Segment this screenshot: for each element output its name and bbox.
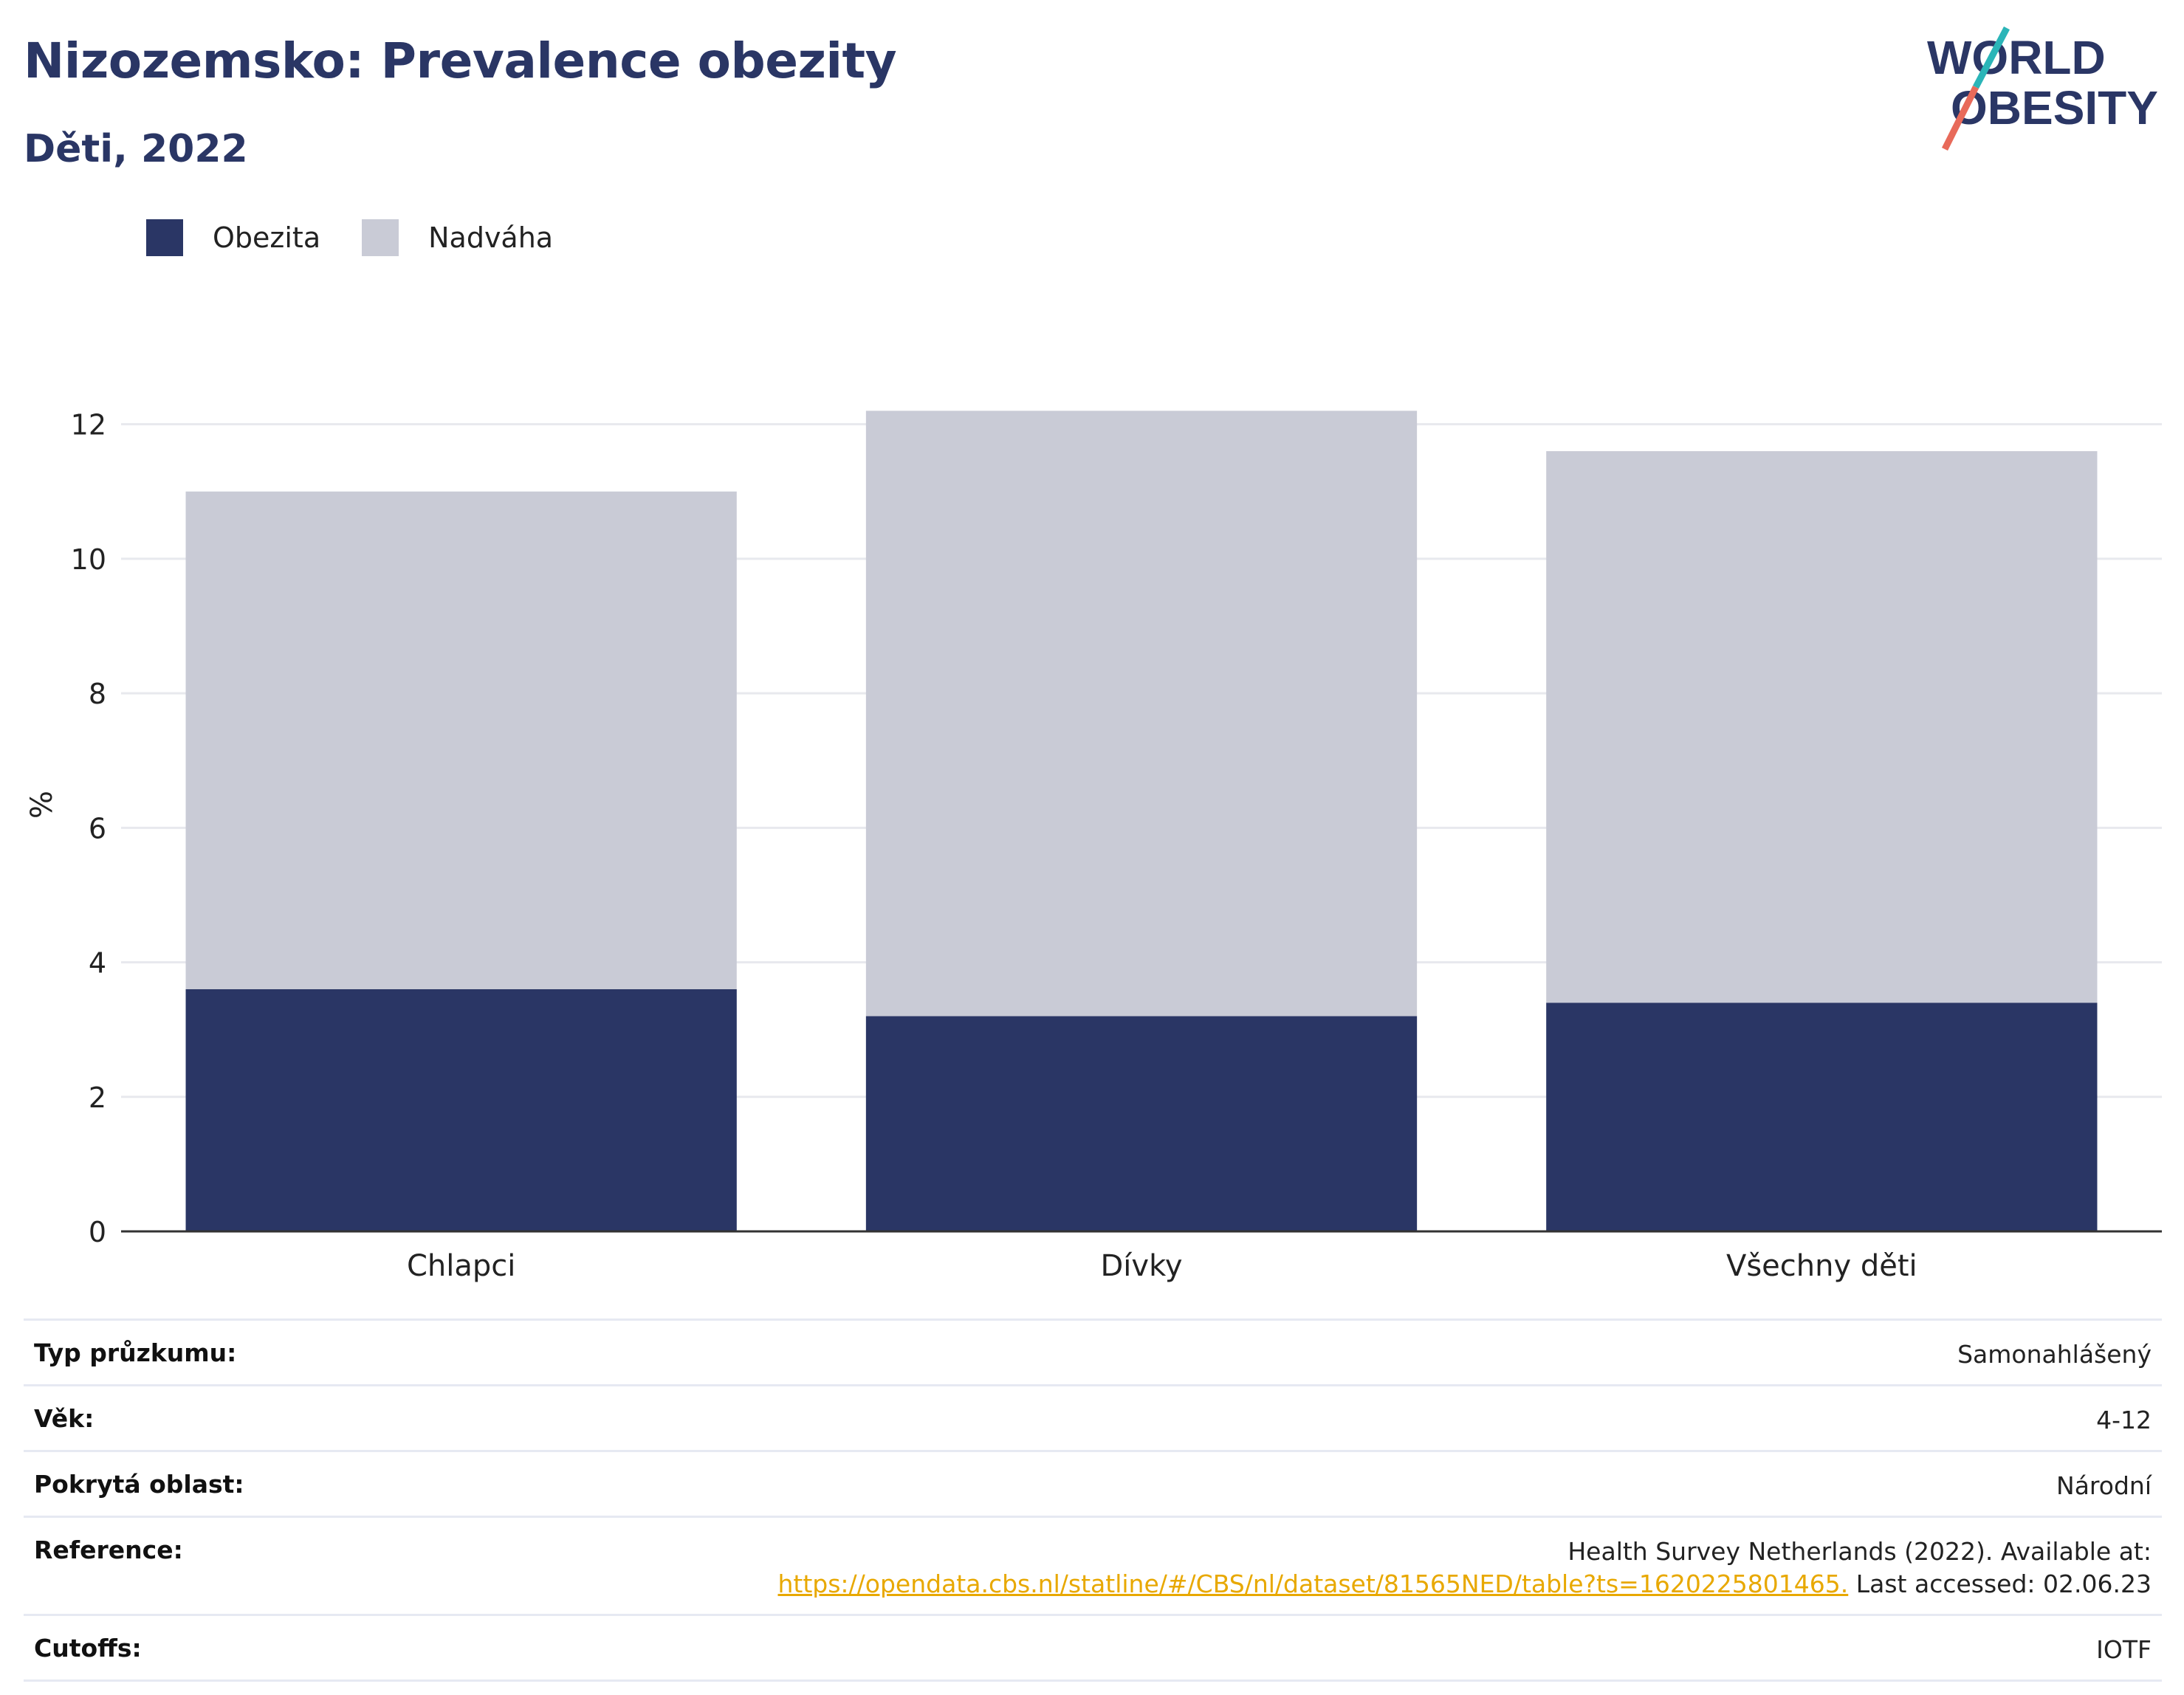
meta-value-survey-type: Samonahlášený — [1957, 1340, 2152, 1369]
bar-chart: 0 2 4 6 8 10 12 Chlapci Dívky Všechny děti % — [25, 409, 2162, 1283]
world-obesity-logo: WORLD OBESITY — [1927, 26, 2158, 151]
reference-accessed: Last accessed: 02.06.23 — [1848, 1569, 2152, 1598]
y-tick-label: 2 — [89, 1082, 106, 1114]
meta-row-survey-type: Typ průzkumu: Samonahlášený — [24, 1318, 2162, 1384]
meta-value-reference: Health Survey Netherlands (2022). Availa… — [777, 1536, 2152, 1601]
y-tick-label: 6 — [89, 812, 106, 845]
meta-label-survey-type: Typ průzkumu: — [34, 1338, 237, 1367]
meta-label-cutoffs: Cutoffs: — [34, 1634, 142, 1663]
logo-text-world: WORLD — [1927, 31, 2106, 84]
meta-label-reference: Reference: — [34, 1536, 183, 1564]
y-tick-label: 12 — [71, 409, 106, 441]
bar-overweight-2[interactable] — [1546, 451, 2098, 1003]
chart-legend: Obezita Nadváha — [146, 219, 594, 257]
meta-row-cutoffs: Cutoffs: IOTF — [24, 1614, 2162, 1682]
bar-obesity-2[interactable] — [1546, 1003, 2098, 1231]
bar-overweight-0[interactable] — [185, 491, 737, 989]
metadata-table: Typ průzkumu: Samonahlášený Věk: 4-12 Po… — [24, 1318, 2162, 1682]
logo-slash-top — [1973, 26, 2010, 89]
meta-row-age: Věk: 4-12 — [24, 1384, 2162, 1450]
x-tick-label: Chlapci — [407, 1249, 515, 1283]
meta-row-reference: Reference: Health Survey Netherlands (20… — [24, 1516, 2162, 1614]
x-tick-label: Všechny děti — [1726, 1249, 1917, 1283]
bar-overweight-1[interactable] — [865, 410, 1418, 1017]
legend-label-overweight: Nadváha — [428, 221, 554, 254]
chart-title: Nizozemsko: Prevalence obezity — [24, 32, 897, 89]
legend-swatch-obesity — [146, 219, 183, 256]
bar-obesity-1[interactable] — [865, 1016, 1418, 1231]
y-tick-label: 8 — [89, 678, 106, 710]
meta-value-cutoffs: IOTF — [2096, 1635, 2152, 1664]
bar-layer — [185, 410, 2098, 1231]
meta-label-area: Pokrytá oblast: — [34, 1470, 244, 1499]
logo-text-obesity: OBESITY — [1951, 81, 2158, 134]
bar-obesity-0[interactable] — [185, 989, 737, 1231]
meta-value-area: Národní — [2056, 1471, 2152, 1500]
y-axis-label: % — [25, 791, 59, 819]
y-tick-label: 4 — [89, 947, 106, 980]
reference-text: Health Survey Netherlands (2022). Availa… — [1567, 1537, 2152, 1566]
chart-subtitle: Děti, 2022 — [24, 127, 248, 171]
logo-slash-bottom — [1941, 85, 1979, 151]
meta-value-age: 4-12 — [2096, 1406, 2152, 1434]
reference-link[interactable]: https://opendata.cbs.nl/statline/#/CBS/n… — [777, 1569, 1849, 1598]
meta-row-area: Pokrytá oblast: Národní — [24, 1450, 2162, 1516]
legend-item-overweight[interactable]: Nadváha — [362, 219, 553, 256]
x-tick-label: Dívky — [1101, 1249, 1183, 1283]
legend-swatch-overweight — [362, 219, 399, 256]
legend-item-obesity[interactable]: Obezita — [146, 219, 320, 256]
legend-label-obesity: Obezita — [213, 221, 321, 254]
meta-label-age: Věk: — [34, 1404, 95, 1433]
y-tick-label: 0 — [89, 1216, 106, 1248]
axis-layer: 0 2 4 6 8 10 12 Chlapci Dívky Všechny děti — [71, 409, 2162, 1283]
y-tick-label: 10 — [71, 543, 106, 576]
